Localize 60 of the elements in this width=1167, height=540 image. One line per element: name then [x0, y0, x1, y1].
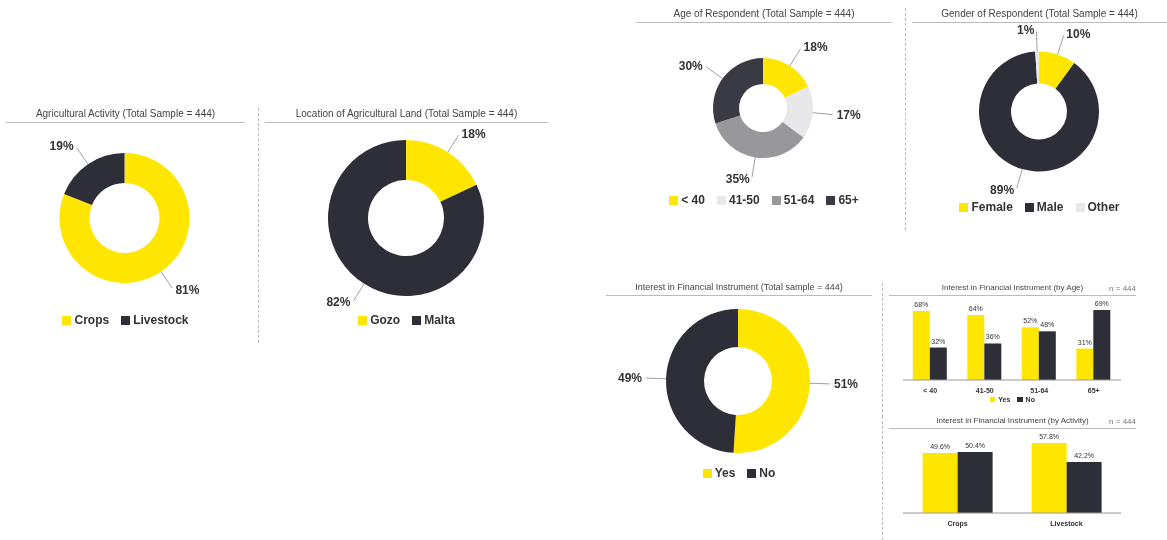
donut-slice: [733, 309, 810, 453]
bar: [1093, 310, 1111, 380]
donut-slice: [406, 140, 477, 202]
chart-title: Interest in Financial Instrument (Total sample = 444): [635, 282, 843, 292]
chart-title: Gender of Respondent (Total Sample = 444): [941, 8, 1138, 19]
data-label: 81%: [175, 282, 200, 297]
bar: [1038, 331, 1056, 380]
bar: [957, 451, 993, 513]
data-label: 49%: [618, 371, 643, 386]
chart-title: Location of Agricultural Land (Total Sample = 444): [295, 108, 518, 119]
bar: [922, 452, 958, 513]
data-label: 89%: [990, 183, 1015, 198]
donut-slice: [666, 309, 738, 453]
donut-slice: [328, 140, 484, 296]
legend-label: Livestock: [133, 313, 189, 327]
donut-slice: [1039, 51, 1075, 89]
donut-slice: [782, 86, 813, 138]
data-label: 30%: [678, 58, 704, 73]
legend-label: Male: [1036, 200, 1064, 214]
donut-slice: [64, 153, 125, 206]
data-label: 18%: [803, 40, 828, 55]
data-label: 19%: [49, 139, 74, 154]
text: n = 444: [1109, 284, 1136, 293]
data-label: 1%: [1017, 22, 1035, 37]
donut-slice: [713, 58, 763, 124]
legend-label: 51-64: [783, 193, 815, 207]
legend-label: Crops: [74, 313, 110, 327]
legend-label: Malta: [424, 313, 455, 327]
data-label: 18%: [461, 126, 486, 141]
data-label: 35%: [725, 172, 751, 187]
text: n = 444: [1109, 417, 1136, 426]
legend-label: < 40: [681, 193, 705, 207]
chart-title: Age of Respondent (Total Sample = 444): [673, 8, 855, 19]
bar: [912, 311, 930, 380]
donut-slice: [763, 58, 809, 98]
bar: [1076, 348, 1094, 380]
bar: [929, 347, 947, 380]
legend-label: Yes: [714, 466, 736, 480]
legend-label: 65+: [838, 193, 859, 207]
bar: [1031, 443, 1067, 513]
chart-title: Interest in Financial Instrument (by Activity): [936, 416, 1089, 425]
legend-label: 41-50: [728, 193, 760, 207]
bar: [1021, 327, 1039, 380]
donut-slice: [979, 51, 1099, 172]
data-label: 51%: [833, 376, 859, 391]
chart-title: Agricultural Activity (Total Sample = 444): [35, 108, 216, 119]
legend-label: Other: [1087, 200, 1120, 214]
bar: [984, 343, 1002, 380]
bar: [967, 315, 985, 380]
legend-label: Female: [971, 200, 1013, 214]
legend-label: No: [759, 466, 776, 480]
donut-slice: [1035, 51, 1039, 84]
bar: [1066, 461, 1102, 513]
data-label: 82%: [326, 295, 351, 310]
data-label: 17%: [836, 107, 862, 122]
legend-label: Gozo: [370, 313, 401, 327]
donut-slice: [715, 115, 804, 158]
chart-title: Interest in Financial Instrument (by Age): [941, 283, 1084, 292]
data-label: 10%: [1066, 26, 1091, 41]
donut-slice: [59, 153, 190, 283]
